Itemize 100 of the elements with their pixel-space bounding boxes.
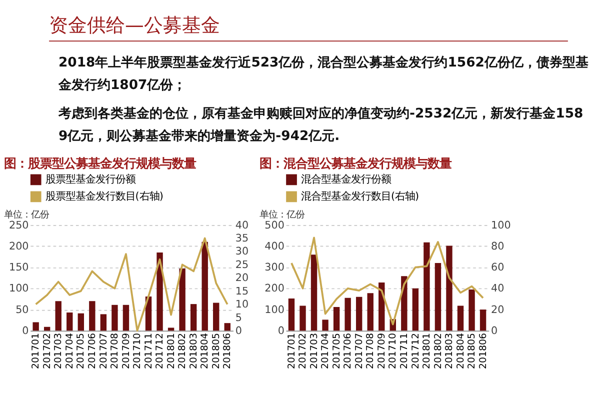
legend-label: 股票型基金发行份额 — [45, 174, 136, 186]
x-tick-label: 201802 — [432, 333, 444, 370]
y-tick-label: 200 — [264, 282, 284, 295]
x-tick-label: 201804 — [200, 333, 211, 370]
y2-tick-label: 40 — [235, 219, 249, 232]
y2-tick-label: 0 — [491, 324, 498, 337]
bar — [224, 323, 230, 331]
x-tick-label: 201710 — [132, 333, 144, 370]
bar — [480, 310, 486, 331]
y2-tick-label: 35 — [235, 232, 249, 245]
x-tick-label: 201802 — [177, 333, 188, 370]
y-tick-label: 150 — [8, 262, 29, 274]
x-tick-label: 201709 — [376, 333, 388, 370]
y2-tick-label: 10 — [235, 298, 249, 311]
x-tick-label: 201703 — [308, 333, 320, 370]
bar — [412, 288, 419, 331]
bar — [288, 298, 295, 331]
bar — [122, 304, 130, 331]
text: 2018年上半年股票型基金发行近523亿份，混合型公募基金发行约1562亿份亿，债券型基金发行约1807亿份； — [57, 54, 588, 94]
y2-tick-label: 60 — [491, 262, 504, 274]
x-tick-label: 201805 — [466, 333, 478, 370]
y2-tick-label: 100 — [491, 219, 511, 232]
x-tick-label: 201708 — [110, 333, 121, 370]
x-tick-label: 201712 — [154, 333, 166, 370]
bar — [55, 301, 62, 331]
x-tick-label: 201710 — [388, 333, 399, 370]
x-tick-label: 201704 — [320, 333, 332, 370]
x-tick-label: 201707 — [98, 333, 110, 370]
bar — [468, 289, 475, 331]
bar — [32, 322, 39, 331]
bar — [333, 307, 340, 331]
bar — [356, 296, 362, 331]
bar — [344, 298, 351, 331]
bar — [202, 242, 208, 331]
text: 单位：亿份 — [4, 209, 49, 220]
y2-tick-label: 20 — [491, 304, 504, 316]
x-tick-label: 201805 — [210, 333, 222, 370]
x-tick-label: 201706 — [342, 333, 354, 370]
y2-tick-label: 15 — [235, 285, 249, 298]
bar — [434, 263, 442, 331]
bar — [457, 306, 464, 331]
y-tick-label: 300 — [264, 262, 284, 274]
y2-tick-label: 40 — [491, 282, 504, 295]
bar — [401, 276, 408, 331]
x-tick-label: 201801 — [422, 333, 433, 370]
x-tick-label: 201806 — [478, 333, 489, 370]
x-tick-label: 201803 — [188, 333, 200, 370]
x-tick-label: 201709 — [120, 333, 132, 370]
text: 资金供给—公募基金 — [49, 14, 220, 37]
x-tick-label: 201801 — [166, 333, 177, 370]
x-tick-label: 201703 — [53, 333, 64, 370]
bar — [78, 313, 84, 331]
bar — [112, 304, 118, 331]
x-tick-label: 201707 — [354, 333, 365, 370]
x-tick-label: 201701 — [30, 333, 42, 370]
bar — [322, 320, 328, 331]
y2-tick-label: 80 — [491, 240, 504, 252]
line-series — [290, 236, 484, 326]
y-tick-label: 0 — [278, 324, 284, 337]
bar — [179, 268, 186, 331]
chart-title: 图：混合型公募基金发行规模与数量 — [259, 156, 452, 170]
text: 单位：亿份 — [259, 209, 304, 220]
bar — [310, 254, 318, 331]
bar — [300, 306, 306, 331]
bar — [100, 314, 107, 331]
chart-title: 图：股票型公募基金发行规模与数量 — [4, 156, 196, 170]
x-tick-label: 201806 — [222, 333, 234, 370]
y-tick-label: 100 — [264, 304, 284, 316]
y-tick-label: 0 — [22, 324, 29, 337]
legend-label: 股票型基金发行数目(右轴) — [45, 190, 164, 203]
bar — [156, 252, 163, 331]
bar — [168, 328, 174, 331]
legend-label: 混合型基金发行数目(右轴) — [300, 190, 420, 203]
x-tick-label: 201706 — [86, 333, 98, 370]
y2-tick-label: 30 — [235, 246, 249, 258]
x-tick-label: 201705 — [331, 333, 342, 370]
y-tick-label: 250 — [8, 219, 29, 232]
y2-tick-label: 0 — [235, 324, 242, 337]
x-tick-label: 201712 — [410, 333, 422, 370]
bar — [190, 304, 197, 331]
y2-tick-label: 20 — [235, 272, 249, 284]
y2-tick-label: 5 — [235, 312, 242, 324]
text: 考虑到各类基金的仓位，原有基金申购赎回对应的净值变动约-2532亿元，新发行基金1589亿元，则公募基金带来的增量资金为-942亿元. — [57, 105, 584, 144]
line-series — [34, 237, 228, 332]
x-tick-label: 201711 — [398, 333, 410, 370]
bar — [367, 293, 374, 331]
y-tick-label: 50 — [16, 304, 29, 316]
y-tick-label: 100 — [8, 282, 29, 295]
y-tick-label: 400 — [264, 240, 284, 252]
x-tick-label: 201711 — [143, 333, 154, 370]
y-tick-label: 200 — [8, 240, 29, 252]
bar — [213, 302, 220, 331]
x-tick-label: 201804 — [455, 333, 466, 370]
bar — [424, 242, 430, 331]
x-tick-label: 201701 — [286, 333, 298, 370]
x-tick-label: 201704 — [64, 333, 76, 370]
bar — [446, 246, 452, 331]
bar — [66, 312, 73, 331]
x-tick-label: 201702 — [42, 333, 53, 370]
y2-tick-label: 25 — [235, 258, 249, 271]
